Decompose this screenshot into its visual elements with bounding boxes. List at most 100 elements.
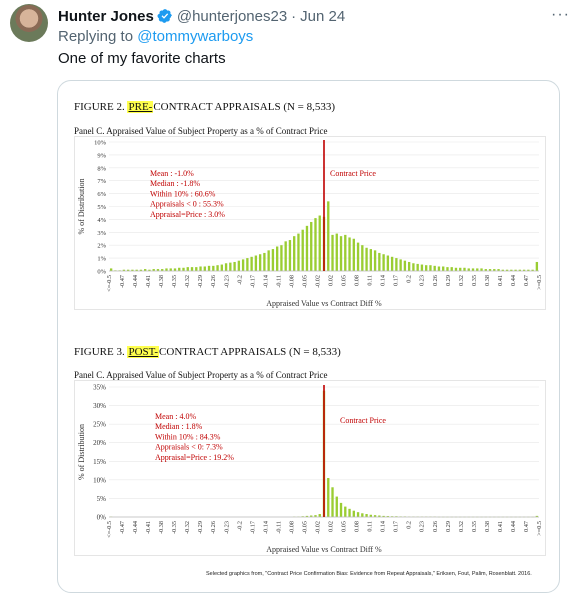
bar <box>365 514 368 517</box>
bar <box>233 261 236 271</box>
x-tick-label: 0.08 <box>354 521 361 532</box>
x-tick-label: 0.05 <box>341 275 348 286</box>
x-tick-label: 0.14 <box>380 275 387 286</box>
x-tick-label: -0.26 <box>210 275 217 288</box>
bar <box>527 269 530 271</box>
bar <box>476 268 479 271</box>
x-tick-label: 0.38 <box>484 521 491 532</box>
bar <box>373 250 377 271</box>
avatar[interactable] <box>10 4 48 42</box>
bar <box>352 238 355 271</box>
x-tick-label: 0.2 <box>406 521 413 529</box>
bar <box>327 201 330 271</box>
bar <box>437 266 441 271</box>
bar <box>327 478 330 517</box>
x-tick-label: -0.2 <box>236 521 243 531</box>
bar <box>182 267 185 271</box>
bar <box>258 254 262 271</box>
bar <box>297 233 300 271</box>
bar <box>356 242 360 271</box>
figure-2-chart: 0% 1% 2% 3% 4% 5% 6% 7% 8% 9% 10% % of Distribution… <box>74 136 546 310</box>
x-tick-label: <=-0.5 <box>106 521 113 538</box>
bar <box>178 267 181 271</box>
bar <box>207 265 211 271</box>
figure-3-chart-svg: 0% 5% 10% 15% 20% 25% 30% 35% % of Distribution C… <box>77 384 543 555</box>
x-tick-label: -0.44 <box>132 521 139 534</box>
stats-annotation: Median : 1.8% <box>155 422 203 431</box>
bar <box>293 236 296 271</box>
x-tick-label: 0.02 <box>328 275 335 286</box>
bar <box>395 516 398 517</box>
bar <box>241 259 245 271</box>
handle[interactable]: @hunterjones23 <box>176 7 288 25</box>
bar <box>280 245 283 271</box>
figure-3-title-prefix: FIGURE 3. <box>74 346 128 358</box>
bar <box>314 515 317 517</box>
bar <box>505 269 509 271</box>
bar <box>352 510 355 517</box>
x-tick-label: 0.41 <box>497 521 504 532</box>
bar <box>195 267 198 271</box>
x-tick-label: -0.02 <box>314 275 321 288</box>
y-tick-label: 5% <box>97 495 107 503</box>
bar <box>275 246 279 271</box>
y-tick-label: 5% <box>97 204 106 211</box>
y-tick-label: 10% <box>94 140 107 147</box>
bar <box>229 262 232 271</box>
x-tick-label: 0.14 <box>380 521 387 532</box>
stats-annotation: Within 10% : 84.3% <box>155 432 221 441</box>
figure-2-title-highlight: PRE- <box>127 101 154 113</box>
bar <box>288 240 292 271</box>
x-tick-label: -0.38 <box>158 275 165 288</box>
tweet-date[interactable]: Jun 24 <box>300 7 346 25</box>
bar <box>369 514 373 517</box>
bar <box>425 265 428 271</box>
bar <box>263 252 266 271</box>
x-tick-label: -0.05 <box>301 521 308 534</box>
x-tick-label: -0.41 <box>145 521 152 534</box>
bar <box>224 263 228 271</box>
citation: Selected graphics from, "Contract Price … <box>206 571 532 577</box>
bar <box>390 256 394 271</box>
more-icon[interactable]: ··· <box>551 6 570 23</box>
x-tick-label: 0.44 <box>510 275 517 286</box>
bar <box>531 269 534 271</box>
y-tick-label: 0% <box>97 269 106 276</box>
stats-annotation: Appraisals < 0 : 55.3% <box>150 200 224 209</box>
display-name[interactable]: Hunter Jones <box>58 7 154 25</box>
bar <box>497 269 500 271</box>
x-tick-label: -0.26 <box>210 521 217 534</box>
bar <box>484 269 487 271</box>
bar <box>454 267 458 271</box>
x-tick-label: 0.08 <box>354 275 361 286</box>
reply-to-link[interactable]: @tommywarboys <box>137 28 254 45</box>
x-tick-label: 0.2 <box>406 275 413 283</box>
y-tick-label: 9% <box>97 152 106 159</box>
reply-context: Replying to @tommywarboys <box>58 28 253 45</box>
x-tick-label: 0.26 <box>432 521 439 532</box>
x-tick-label: 0.05 <box>341 521 348 532</box>
x-tick-label: -0.2 <box>236 275 243 285</box>
bar <box>301 229 304 271</box>
bar <box>122 269 126 271</box>
bar <box>310 221 313 271</box>
x-tick-label: -0.41 <box>145 275 152 288</box>
tweet-media[interactable]: FIGURE 2. PRE-CONTRACT APPRAISALS (N = 8… <box>57 80 560 593</box>
x-tick-label: -0.23 <box>223 521 230 534</box>
bar <box>373 515 377 517</box>
bar <box>446 267 449 271</box>
figure-2-title: FIGURE 2. PRE-CONTRACT APPRAISALS (N = 8… <box>74 101 335 113</box>
figure-3-chart: 0% 5% 10% 15% 20% 25% 30% 35% % of Distribution C… <box>74 380 546 556</box>
bar <box>254 255 258 271</box>
x-tick-label: 0.23 <box>419 521 426 532</box>
y-tick-label: 35% <box>93 384 106 392</box>
bar <box>318 215 321 271</box>
bar <box>518 269 522 271</box>
bar <box>348 508 351 517</box>
figure-2-title-rest: CONTRACT APPRAISALS (N = 8,533) <box>153 101 336 113</box>
stats-annotation: Mean : 4.0% <box>155 412 196 421</box>
x-tick-label: -0.17 <box>249 275 256 288</box>
y-tick-label: 15% <box>93 458 106 466</box>
x-tick-label: -0.38 <box>158 521 165 534</box>
bar <box>344 234 347 271</box>
